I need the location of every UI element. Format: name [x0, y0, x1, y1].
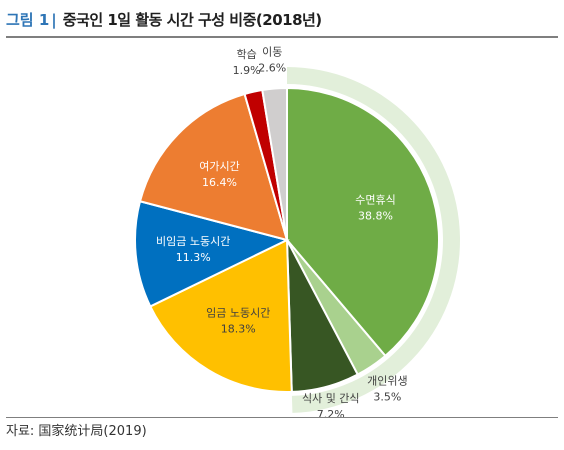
slice-value-5: 16.4% — [202, 176, 237, 189]
pie-slice-4 — [134, 200, 290, 308]
title-separator: | — [51, 11, 57, 29]
figure-title: 그림 1 | 중국인 1일 활동 시간 구성 비중(2018년) — [6, 8, 322, 32]
pie-slice-7 — [261, 86, 288, 241]
slice-value-0: 38.8% — [358, 210, 393, 223]
slice-value-6: 1.9% — [233, 64, 261, 77]
source-note: 자료: 国家统计局(2019) — [6, 424, 147, 439]
slice-value-1: 3.5% — [373, 391, 401, 404]
slice-label-4: 비임금 노동시간 — [156, 235, 230, 248]
slice-label-6: 학습 — [237, 48, 257, 61]
slice-value-7: 2.6% — [258, 62, 286, 75]
pie-slice-3 — [148, 238, 293, 393]
source-rule — [6, 417, 558, 418]
slice-label-7: 이동 — [262, 46, 282, 59]
slice-label-1: 개인위생 — [367, 375, 407, 388]
slice-value-4: 11.3% — [176, 251, 211, 264]
pie-slice-5 — [138, 92, 289, 242]
title-rule — [6, 36, 558, 38]
figure-number: 그림 1 — [6, 11, 50, 29]
slice-label-0: 수면휴식 — [355, 194, 395, 207]
slice-label-2: 식사 및 간식 — [302, 392, 360, 405]
slice-label-3: 임금 노동시간 — [206, 307, 270, 320]
figure-title-text: 중국인 1일 활동 시간 구성 비중(2018년) — [62, 11, 322, 29]
slice-value-2: 7.2% — [317, 408, 345, 421]
pie-slice-0 — [286, 86, 440, 358]
slice-label-5: 여가시간 — [199, 160, 239, 173]
slice-value-3: 18.3% — [221, 323, 256, 336]
